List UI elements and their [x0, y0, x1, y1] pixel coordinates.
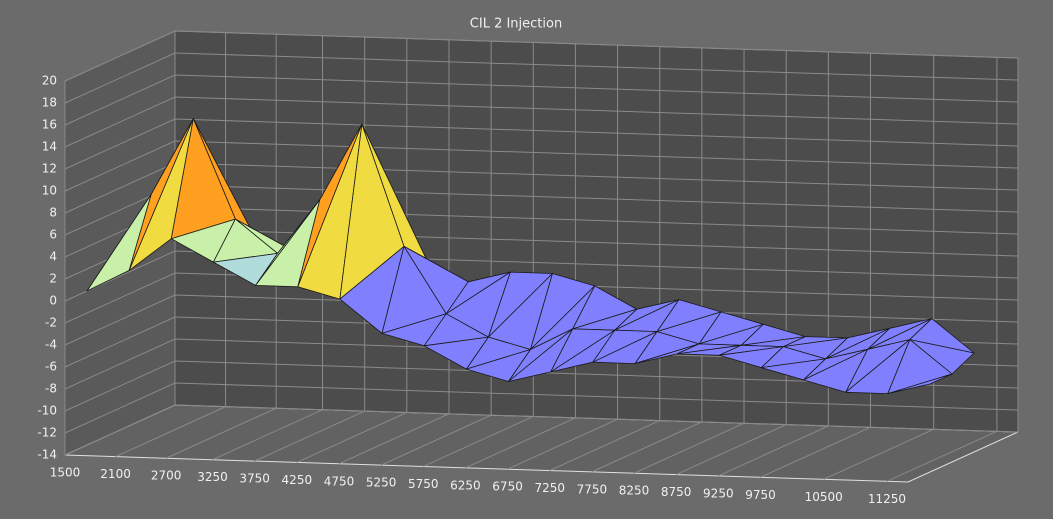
grid-line	[718, 425, 829, 477]
y-tick-label: -6	[45, 360, 57, 374]
y-tick-label: 4	[49, 250, 57, 264]
y-tick-label: 10	[42, 184, 57, 198]
x-tick-label: 3750	[239, 472, 270, 486]
chart-title: CIL 2 Injection	[470, 17, 562, 32]
x-tick-label: 10500	[805, 490, 843, 504]
grid-line	[212, 409, 323, 461]
y-tick-label: -12	[37, 426, 57, 440]
y-tick-label: -10	[37, 404, 57, 418]
x-tick-label: 7250	[534, 481, 565, 495]
grid-line	[64, 404, 176, 456]
y-tick-label: 12	[42, 162, 57, 176]
grid-line	[549, 420, 660, 471]
y-tick-label: 14	[42, 140, 57, 154]
grid-line	[165, 407, 277, 459]
x-tick-label: 11250	[868, 492, 906, 506]
x-tick-label: 2100	[100, 467, 131, 481]
x-tick-label: 6250	[450, 478, 481, 492]
grid-line	[823, 428, 934, 480]
grid-line	[115, 406, 226, 458]
x-tick-label: 4750	[324, 474, 355, 488]
y-tick-label: 8	[49, 206, 57, 220]
grid-line	[675, 424, 787, 476]
x-tick-label: 9250	[703, 486, 734, 500]
x-tick-label: 3250	[197, 470, 228, 484]
x-tick-label: 8250	[619, 484, 650, 498]
grid-line	[591, 421, 703, 473]
x-tick-label: 5750	[408, 477, 439, 491]
grid-line	[760, 426, 871, 478]
y-tick-label: -14	[37, 448, 57, 462]
y-tick-label: 18	[42, 96, 57, 110]
x-tick-label: 9750	[745, 488, 776, 502]
x-tick-label: 2700	[151, 469, 182, 483]
y-tick-label: 2	[49, 272, 57, 286]
y-tick-label: -2	[45, 316, 57, 330]
grid-line	[338, 413, 450, 465]
y-tick-label: 6	[49, 228, 57, 242]
y-tick-label: 20	[42, 74, 57, 88]
x-tick-label: 4250	[282, 473, 313, 487]
surface-facet	[887, 373, 953, 395]
y-tick-label: 0	[49, 294, 57, 308]
grid-line	[465, 417, 576, 469]
grid-line	[423, 416, 534, 467]
x-tick-label: 6750	[492, 480, 523, 494]
y-tick-label: -8	[45, 382, 57, 396]
grid-line	[380, 414, 492, 466]
x-tick-label: 5250	[366, 476, 397, 490]
grid-line	[507, 418, 618, 470]
x-tick-label: 7750	[577, 482, 608, 496]
grid-line	[254, 410, 365, 462]
x-tick-label: 1500	[50, 466, 81, 480]
grid-line	[633, 422, 745, 474]
grid-line	[296, 411, 408, 463]
x-tick-label: 8750	[661, 485, 692, 499]
y-tick-label: 16	[42, 118, 57, 132]
grid-line	[886, 430, 998, 482]
y-tick-label: -4	[45, 338, 57, 352]
